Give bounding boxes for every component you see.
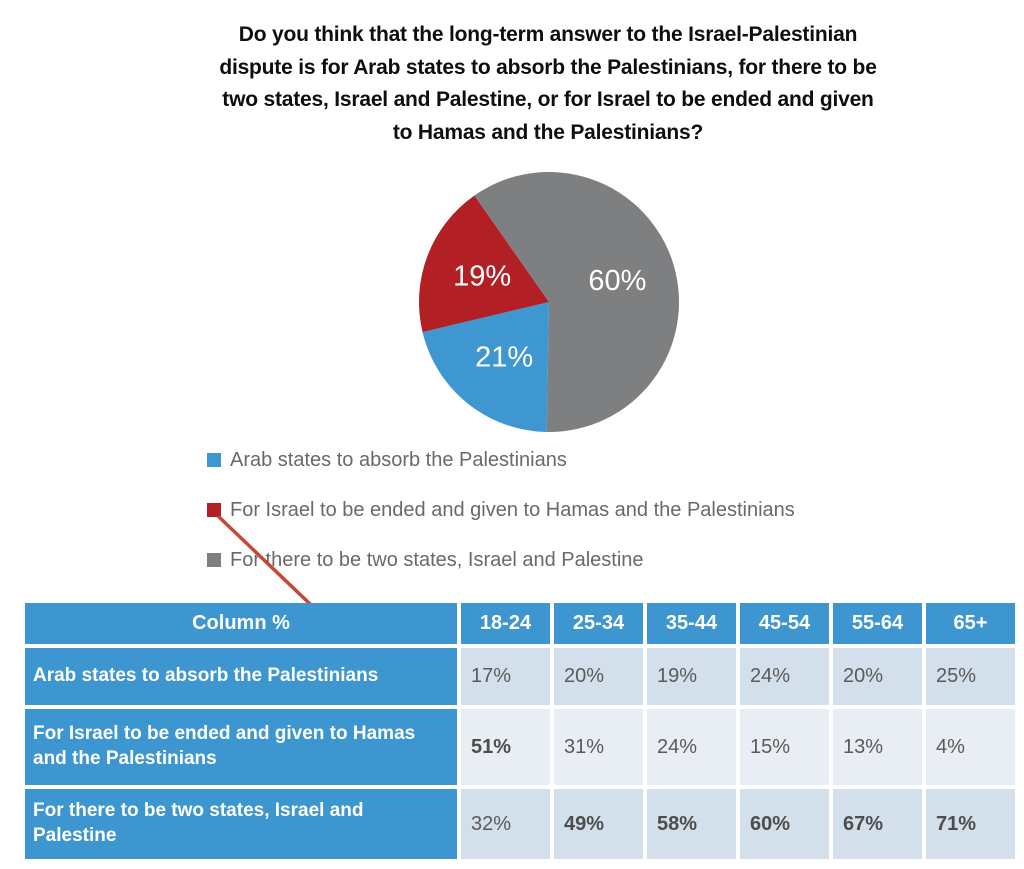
legend-marker xyxy=(207,453,221,467)
legend-marker xyxy=(207,553,221,567)
legend-label: For there to be two states, Israel and P… xyxy=(230,548,644,571)
crosstab-table: Column % 18-24 25-34 35-44 45-54 55-64 65+ Arab… xyxy=(25,603,1015,859)
table-value-cell: 20% xyxy=(554,648,643,705)
legend-label: For Israel to be ended and given to Hama… xyxy=(230,498,795,521)
table-age-header: 25-34 xyxy=(554,603,643,644)
table-value-cell: 51% xyxy=(461,709,550,785)
legend-item: For there to be two states, Israel and P… xyxy=(207,548,795,572)
question-title-line: dispute is for Arab states to absorb the… xyxy=(219,55,877,79)
row-label-cell: Arab states to absorb the Palestinians xyxy=(25,648,457,705)
pie-slice xyxy=(422,302,549,432)
question-title: Do you think that the long-term answer t… xyxy=(112,19,984,149)
table-value-cell: 24% xyxy=(740,648,829,705)
table-age-header: 65+ xyxy=(926,603,1015,644)
row-label-cell: For Israel to be ended and given to Hama… xyxy=(25,709,457,785)
table-corner-header: Column % xyxy=(25,603,457,644)
legend-item: For Israel to be ended and given to Hama… xyxy=(207,498,795,522)
question-title-line: Do you think that the long-term answer t… xyxy=(238,23,858,46)
table-value-cell: 17% xyxy=(461,648,550,705)
pie-data-label: 19% xyxy=(453,261,511,293)
legend-marker xyxy=(207,503,221,517)
pie-data-label: 21% xyxy=(475,342,533,374)
pie-legend: Arab states to absorb the Palestinians Fo… xyxy=(207,448,795,598)
question-title-line: to Hamas and the Palestinians? xyxy=(392,120,704,144)
table-value-cell: 13% xyxy=(833,709,922,785)
table-value-cell: 20% xyxy=(833,648,922,705)
table-value-cell: 19% xyxy=(647,648,736,705)
table-value-cell: 32% xyxy=(461,789,550,859)
pie-slice xyxy=(419,195,549,333)
table-value-cell: 15% xyxy=(740,709,829,785)
row-label-cell: For there to be two states, Israel and P… xyxy=(25,789,457,859)
table-age-header: 55-64 xyxy=(833,603,922,644)
table-value-cell: 4% xyxy=(926,709,1015,785)
question-title-line: two states, Israel and Palestine, or for… xyxy=(222,88,874,111)
table-value-cell: 67% xyxy=(833,789,922,859)
table-age-header: 35-44 xyxy=(647,603,736,644)
legend-item: Arab states to absorb the Palestinians xyxy=(207,448,795,472)
table-value-cell: 49% xyxy=(554,789,643,859)
pie-data-label: 60% xyxy=(588,265,646,297)
table-value-cell: 24% xyxy=(647,709,736,785)
table-age-header: 45-54 xyxy=(740,603,829,644)
table-value-cell: 31% xyxy=(554,709,643,785)
table-value-cell: 58% xyxy=(647,789,736,859)
pie-slice xyxy=(474,171,680,432)
table-value-cell: 60% xyxy=(740,789,829,859)
table-value-cell: 25% xyxy=(926,648,1015,705)
table-value-cell: 71% xyxy=(926,789,1015,859)
table-age-header: 18-24 xyxy=(461,603,550,644)
pie-chart: 21% 19% 60% xyxy=(419,171,680,432)
legend-label: Arab states to absorb the Palestinians xyxy=(230,448,567,471)
